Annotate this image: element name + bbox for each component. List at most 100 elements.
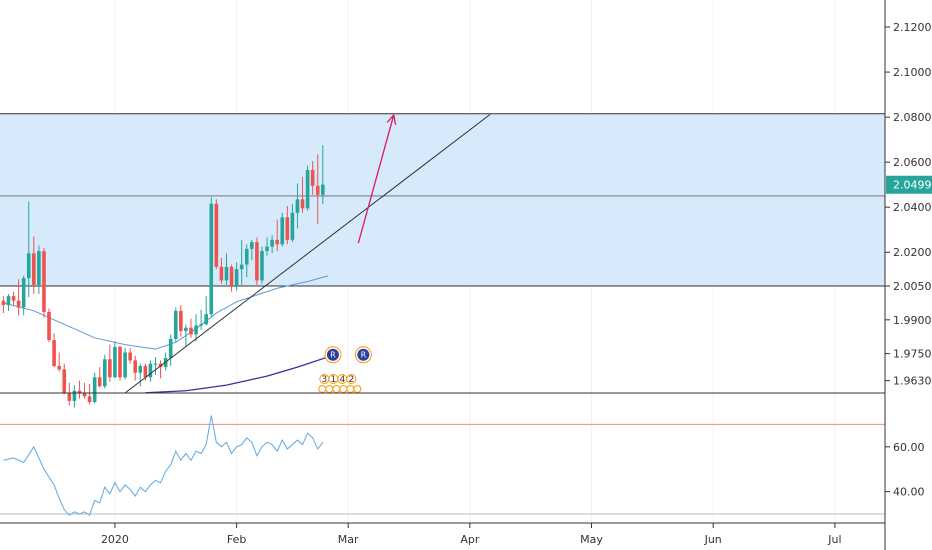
candle-33: [168, 334, 173, 366]
candle-body-39: [199, 324, 203, 326]
current-price-badge-bg: [886, 175, 932, 194]
candle-59: [300, 176, 305, 213]
candle-21: [108, 344, 112, 382]
time-tick-label-0: 2020: [101, 533, 129, 546]
projection-arrow[interactable]: [357, 114, 397, 244]
marker-dot-0: [318, 385, 327, 393]
time-axis[interactable]: 2020 Feb Mar Apr May Jun Jul: [101, 523, 842, 546]
candle-11: [57, 352, 61, 372]
price-tick-label-1: 2.10000: [893, 66, 932, 79]
candle-19: [97, 367, 102, 388]
candle-42: [214, 199, 219, 270]
candle-9: [47, 308, 51, 343]
candle-41: [209, 197, 214, 317]
time-tick-label-6: Jul: [827, 533, 841, 546]
candle-body-61: [310, 170, 315, 186]
arrow-head-1: [393, 114, 397, 125]
candle-5: [26, 201, 31, 298]
candle-body-63: [321, 184, 325, 195]
candle-29: [148, 360, 153, 382]
candle-body-48: [244, 248, 249, 265]
candle-25: [128, 347, 132, 364]
candle-body-0: [1, 300, 6, 306]
candle-body-3: [16, 300, 21, 308]
candle-body-9: [47, 311, 51, 341]
marker-count-ring-3: [346, 374, 357, 384]
price-axis[interactable]: 2.12000 2.10000 2.08000 2.06000 2.04000 2.020…: [885, 21, 932, 388]
candle-body-13: [67, 393, 72, 401]
candle-body-19: [97, 377, 102, 387]
candle-60: [305, 165, 310, 211]
price-tick-label-9: 1.96300: [893, 375, 932, 388]
marker-label-0: R: [330, 351, 336, 360]
candle-58: [295, 183, 300, 229]
candle-body-59: [300, 199, 305, 209]
candle-54: [275, 219, 279, 252]
candle-body-21: [108, 359, 112, 378]
candle-body-46: [234, 269, 239, 287]
marker-dot-4: [346, 385, 355, 393]
candle-61: [310, 161, 315, 195]
candles: [1, 145, 325, 408]
candle-body-26: [133, 360, 138, 373]
candle-18: [92, 372, 97, 404]
candle-body-17: [87, 396, 92, 403]
candle-55: [280, 212, 285, 247]
price-zone[interactable]: [0, 113, 885, 287]
ma-fast-line: [3, 275, 329, 350]
candle-body-55: [280, 217, 285, 245]
candle-body-24: [123, 352, 127, 378]
candle-body-8: [42, 251, 46, 312]
candle-body-14: [72, 390, 77, 401]
marker-icon-0: [326, 348, 339, 361]
candle-body-4: [21, 278, 26, 308]
candle-12: [62, 363, 67, 395]
ma-slow-line: [145, 356, 329, 394]
price-tick-label-4: 2.04000: [893, 201, 932, 214]
candle-body-22: [113, 346, 117, 378]
candle-body-11: [57, 365, 61, 370]
trendline[interactable]: [124, 114, 491, 394]
candle-body-30: [153, 363, 158, 365]
candle-body-42: [214, 203, 219, 267]
candle-56: [285, 206, 290, 245]
time-tick-label-2: Mar: [338, 533, 359, 546]
price-tick-label-7: 1.99000: [893, 314, 932, 327]
candle-47: [239, 239, 244, 285]
candle-14: [72, 385, 77, 408]
candle-62: [315, 154, 320, 225]
candle-body-29: [148, 363, 153, 378]
candle-body-34: [173, 310, 178, 339]
price-tick-label-0: 2.12000: [893, 21, 932, 34]
candle-53: [270, 235, 274, 254]
candle-body-25: [128, 352, 132, 361]
candle-35: [179, 305, 183, 337]
candle-31: [158, 360, 163, 379]
candle-38: [194, 314, 198, 342]
candle-3: [16, 279, 21, 316]
event-markers[interactable]: R R 3 1 4 2: [318, 346, 372, 393]
candle-43: [219, 257, 224, 284]
candle-body-28: [143, 365, 148, 378]
candle-2: [11, 291, 16, 307]
candle-17: [87, 383, 92, 405]
horizontal-lines[interactable]: [0, 113, 885, 287]
candle-body-15: [77, 390, 82, 393]
current-price-badge: 2.04997: [886, 175, 932, 194]
rsi-axis[interactable]: 60.00 40.00: [885, 441, 925, 499]
candle-40: [204, 296, 208, 326]
candle-body-43: [219, 266, 224, 281]
candle-body-50: [255, 242, 259, 281]
candle-1: [6, 293, 11, 311]
marker-dot-2: [332, 385, 341, 393]
current-price-label: 2.04997: [893, 179, 932, 192]
candle-body-54: [275, 239, 279, 245]
candle-body-38: [194, 325, 198, 335]
candle-body-36: [184, 327, 188, 332]
candle-23: [118, 345, 122, 381]
candle-15: [77, 380, 82, 399]
marker-count-1: 1: [330, 375, 336, 385]
candle-body-12: [62, 369, 67, 393]
candle-20: [103, 354, 107, 389]
